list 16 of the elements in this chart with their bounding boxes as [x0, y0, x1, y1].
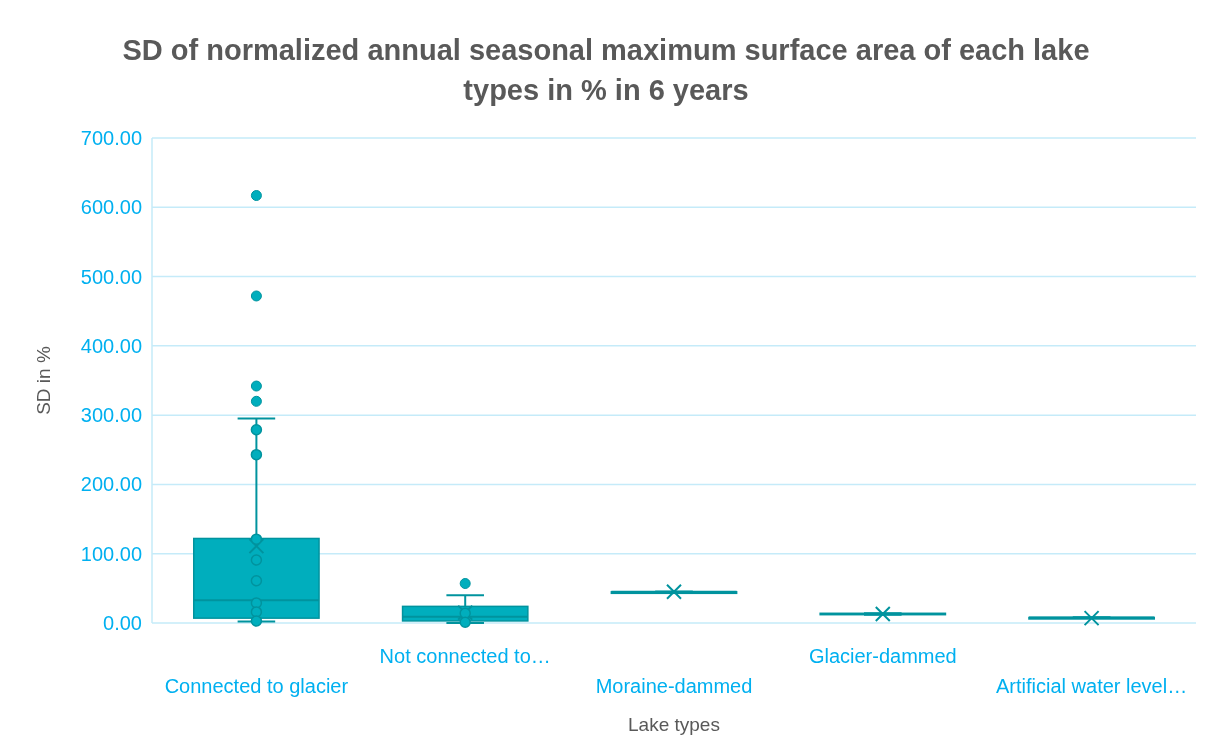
- x-tick-label: Artificial water level…: [996, 675, 1188, 697]
- y-tick-label: 700.00: [80, 127, 142, 149]
- y-axis-title: SD in %: [33, 346, 54, 415]
- chart-title: SD of normalized annual seasonal maximum surface area of each lake types in % in 6 years: [122, 34, 1090, 106]
- x-tick-label: Glacier-dammed: [808, 645, 957, 667]
- y-tick-label: 100.00: [80, 542, 142, 565]
- y-tick-label: 200.00: [80, 473, 142, 496]
- x-axis-title: Lake types: [628, 714, 720, 735]
- y-tick-label: 500.00: [80, 265, 142, 288]
- x-tick-label: Connected to glacier: [164, 675, 349, 697]
- y-tick-label: 600.00: [80, 196, 142, 219]
- y-tick-label: 400.00: [80, 334, 142, 357]
- y-tick-label: 300.00: [80, 404, 142, 427]
- y-tick-label: 0.00: [103, 612, 142, 634]
- x-tick-label: Moraine-dammed: [595, 675, 753, 697]
- x-tick-label: Not connected to…: [379, 645, 551, 667]
